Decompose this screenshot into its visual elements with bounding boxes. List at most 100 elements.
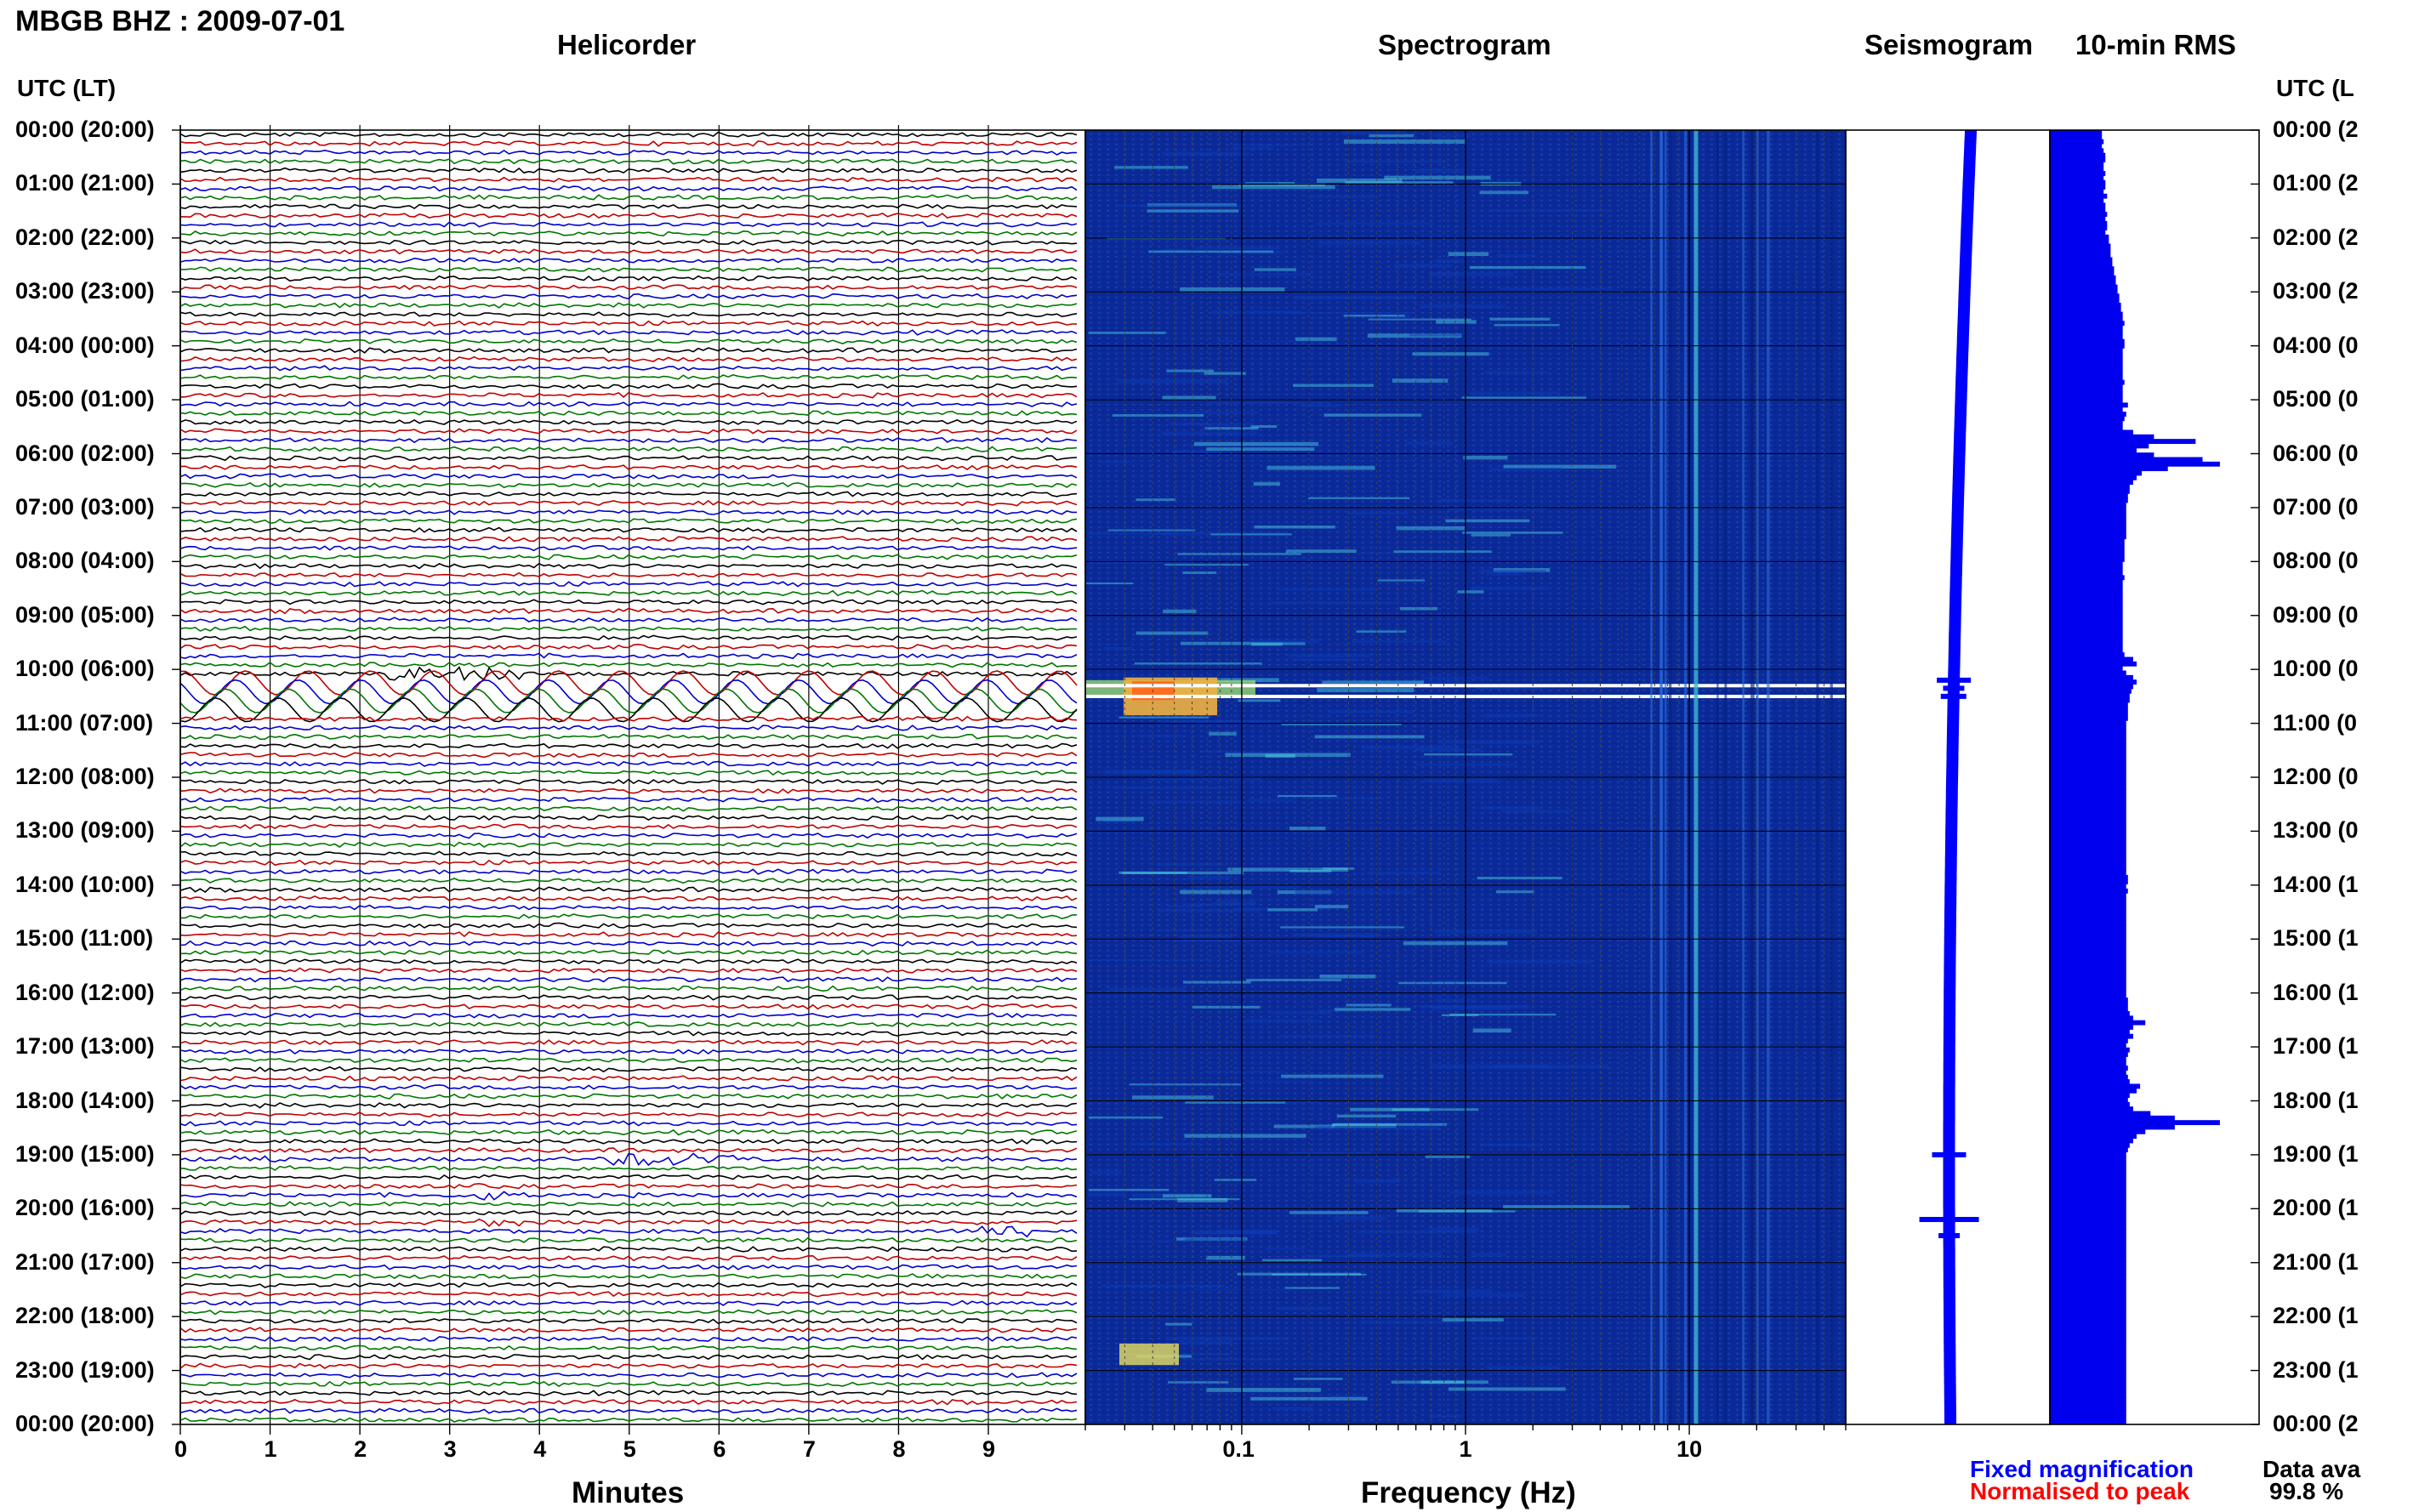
spectrogram-streak <box>1306 798 1384 800</box>
rms-bar <box>2050 942 2126 948</box>
spectrogram-streak <box>1278 588 1377 591</box>
rms-frame <box>2049 129 2260 1425</box>
helicorder-trace <box>179 1102 1078 1109</box>
spectrogram-streak <box>1185 1237 1247 1242</box>
spectrogram-streak <box>1181 1153 1234 1158</box>
spectrogram-streak <box>1132 1193 1201 1197</box>
spectrogram-streak <box>1182 719 1227 725</box>
spectrogram-streak <box>1424 753 1513 756</box>
spectrogram-streak <box>1204 372 1246 375</box>
helicorder-trace <box>179 833 1078 839</box>
rms-bar <box>2050 280 2116 286</box>
spectrogram-streak <box>1147 800 1241 804</box>
rms-bar <box>2050 1270 2126 1276</box>
spectrogram-streak <box>1090 560 1192 565</box>
spectrogram-streak <box>1350 1107 1430 1111</box>
spectrogram-streak <box>1281 1074 1384 1078</box>
rms-bar <box>2050 266 2114 272</box>
rms-bar <box>2050 639 2123 644</box>
spectrogram-streak <box>1246 1080 1312 1083</box>
spectrogram-streak <box>1112 787 1226 790</box>
helicorder-trace <box>179 949 1078 956</box>
spectrogram-streak <box>1317 688 1414 693</box>
spectrogram-streak <box>1276 1306 1333 1310</box>
spectrogram-streak <box>1356 630 1407 633</box>
spectrogram-streak <box>1434 259 1464 263</box>
rms-bar <box>2050 1006 2128 1012</box>
spectrogram-streak <box>1188 678 1279 683</box>
rms-bar <box>2050 520 2126 526</box>
spectrogram-streak <box>1404 441 1454 445</box>
spectrogram-streak <box>1086 532 1180 536</box>
rms-bar <box>2050 144 2103 149</box>
rms-bar <box>2050 475 2137 480</box>
rms-bar <box>2050 261 2113 267</box>
spectrogram-streak <box>1283 1100 1321 1104</box>
right-time-label: 14:00 (1 <box>2273 871 2359 897</box>
helicorder-trace <box>179 1201 1078 1208</box>
spectrogram-streak <box>1491 467 1562 471</box>
rms-bar <box>2050 920 2126 926</box>
spectrogram-streak <box>1280 926 1404 929</box>
spectrogram-streak <box>1434 929 1537 935</box>
rms-bar <box>2050 425 2123 430</box>
spectrogram-streak <box>1377 579 1426 582</box>
right-time-label: 16:00 (1 <box>2273 979 2359 1005</box>
rms-bar <box>2050 911 2126 917</box>
spectrogram-streak <box>1442 1318 1504 1322</box>
left-time-label: 17:00 (13:00) <box>15 1033 155 1060</box>
rms-bar <box>2050 257 2113 263</box>
rms-bar <box>2050 348 2123 354</box>
spectrogram-streak <box>1172 940 1251 943</box>
rms-bar <box>2050 543 2125 549</box>
rms-bar <box>2050 661 2137 667</box>
helicorder-trace <box>179 625 1078 632</box>
spectrogram-streak <box>1436 320 1477 324</box>
spectrogram-streak <box>1246 979 1342 981</box>
rms-bar <box>2050 992 2126 998</box>
spectrogram-streak <box>1340 130 1407 135</box>
spectrogram-streak <box>1486 1366 1561 1369</box>
rms-bar <box>2050 338 2125 344</box>
helicorder-trace <box>179 518 1078 525</box>
spectrogram-streak <box>1132 1095 1214 1100</box>
rms-bar <box>2050 969 2126 975</box>
spectrogram-streak <box>1162 1194 1212 1198</box>
rms-bar <box>2050 1265 2126 1270</box>
spectrogram-streak <box>1430 1006 1511 1010</box>
helicorder-trace <box>179 1390 1078 1396</box>
rms-bar <box>2050 198 2104 203</box>
left-axis-header: UTC (LT) <box>17 75 117 101</box>
spectrogram-streak <box>1289 1211 1369 1214</box>
rms-bar <box>2050 416 2125 422</box>
rms-bar <box>2050 1365 2126 1371</box>
helicorder-trace <box>179 841 1078 848</box>
rms-bar <box>2050 384 2123 389</box>
rms-bar <box>2050 1287 2126 1293</box>
helicorder-panel <box>172 125 1078 1435</box>
rms-bar <box>2050 852 2126 857</box>
spectrogram-streak <box>1162 395 1216 401</box>
rms-bar <box>2050 406 2123 412</box>
rms-bar <box>2050 593 2123 599</box>
rms-bar <box>2050 1056 2126 1062</box>
rms-bar <box>2050 1165 2126 1171</box>
helicorder-trace <box>179 778 1078 786</box>
spectrogram-streak <box>1336 1114 1397 1118</box>
helicorder-trace <box>179 931 1078 938</box>
helicorder-trace <box>180 994 1078 1001</box>
rms-bar <box>2050 1320 2126 1326</box>
rms-bar <box>2050 965 2126 971</box>
rms-bar <box>2050 688 2132 694</box>
spectrogram-streak <box>1248 799 1297 803</box>
spectrogram-streak <box>1206 401 1331 404</box>
left-time-label: 15:00 (11:00) <box>15 925 154 952</box>
rms-bar <box>2050 152 2106 158</box>
rms-bar <box>2050 725 2126 730</box>
helicorder-xlabel: Minutes <box>572 1476 685 1509</box>
helicorder-trace <box>179 976 1078 983</box>
spectrogram-streak <box>1317 178 1403 183</box>
helicorder-trace <box>179 770 1078 776</box>
spectrogram-streak <box>1237 1272 1362 1276</box>
helicorder-x-tick-label: 4 <box>533 1436 547 1462</box>
